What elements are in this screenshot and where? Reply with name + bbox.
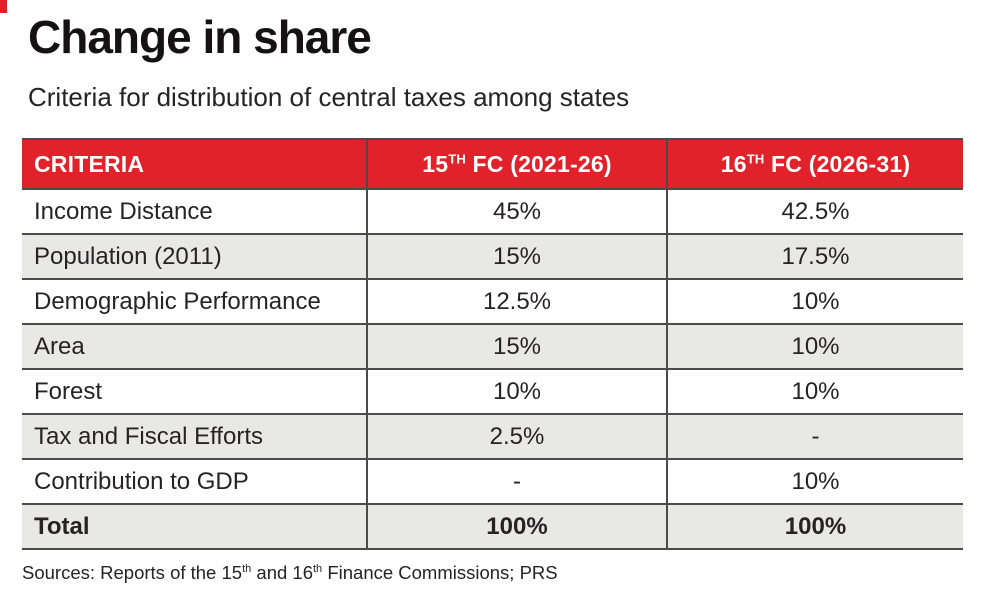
row-fc16-value: 10% bbox=[666, 324, 963, 370]
source-text: and 16 bbox=[251, 562, 313, 583]
row-fc15-value: - bbox=[366, 459, 667, 505]
header-fc16-ordinal: TH bbox=[746, 150, 765, 166]
page-subtitle: Criteria for distribution of central tax… bbox=[28, 82, 630, 112]
row-criteria: Population (2011) bbox=[22, 234, 367, 280]
header-criteria-label: CRITERIA bbox=[34, 150, 145, 177]
source-ordinal: th bbox=[313, 562, 323, 575]
row-criteria: Demographic Performance bbox=[22, 279, 367, 325]
row-fc16-value: 10% bbox=[666, 459, 963, 505]
header-fc15-number: 15 bbox=[422, 150, 449, 177]
row-fc16-value: 17.5% bbox=[666, 234, 963, 280]
page-title: Change in share bbox=[28, 11, 372, 63]
table-row: Population (2011) 15% 17.5% bbox=[22, 234, 963, 280]
row-fc15-value: 100% bbox=[366, 504, 667, 550]
table-row: Income Distance 45% 42.5% bbox=[22, 189, 963, 235]
row-fc16-value: 42.5% bbox=[666, 189, 963, 235]
row-criteria: Area bbox=[22, 324, 367, 370]
row-criteria: Forest bbox=[22, 369, 367, 415]
row-fc16-value: - bbox=[666, 414, 963, 460]
row-fc16-value: 100% bbox=[666, 504, 963, 550]
tax-criteria-table: CRITERIA 15TH FC (2021-26) 16TH FC (2026… bbox=[22, 138, 963, 550]
table-row: Forest 10% 10% bbox=[22, 369, 963, 415]
table-header-row: CRITERIA 15TH FC (2021-26) 16TH FC (2026… bbox=[22, 139, 963, 190]
header-fc15: 15TH FC (2021-26) bbox=[366, 139, 667, 190]
row-fc15-value: 45% bbox=[366, 189, 667, 235]
row-criteria: Tax and Fiscal Efforts bbox=[22, 414, 367, 460]
row-fc15-value: 12.5% bbox=[366, 279, 667, 325]
row-fc15-value: 15% bbox=[366, 324, 667, 370]
row-fc15-value: 15% bbox=[366, 234, 667, 280]
row-fc15-value: 10% bbox=[366, 369, 667, 415]
red-corner-mark bbox=[0, 0, 7, 13]
header-fc15-rest: FC (2021-26) bbox=[465, 150, 612, 177]
row-fc15-value: 2.5% bbox=[366, 414, 667, 460]
header-fc16-rest: FC (2026-31) bbox=[764, 150, 911, 177]
source-text: Sources: Reports of the 15 bbox=[22, 562, 243, 583]
row-criteria: Contribution to GDP bbox=[22, 459, 367, 505]
table-row-total: Total 100% 100% bbox=[22, 504, 963, 550]
source-ordinal: th bbox=[242, 562, 252, 575]
header-fc16: 16TH FC (2026-31) bbox=[666, 139, 963, 190]
row-criteria: Income Distance bbox=[22, 189, 367, 235]
table-row: Area 15% 10% bbox=[22, 324, 963, 370]
table-row: Demographic Performance 12.5% 10% bbox=[22, 279, 963, 325]
table-row: Contribution to GDP - 10% bbox=[22, 459, 963, 505]
header-criteria: CRITERIA bbox=[22, 139, 367, 190]
row-fc16-value: 10% bbox=[666, 279, 963, 325]
row-fc16-value: 10% bbox=[666, 369, 963, 415]
source-text: Finance Commissions; PRS bbox=[322, 562, 558, 583]
source-note: Sources: Reports of the 15th and 16th Fi… bbox=[22, 562, 558, 584]
header-fc16-number: 16 bbox=[720, 150, 747, 177]
table-row: Tax and Fiscal Efforts 2.5% - bbox=[22, 414, 963, 460]
row-criteria: Total bbox=[22, 504, 367, 550]
header-fc15-ordinal: TH bbox=[448, 150, 466, 166]
